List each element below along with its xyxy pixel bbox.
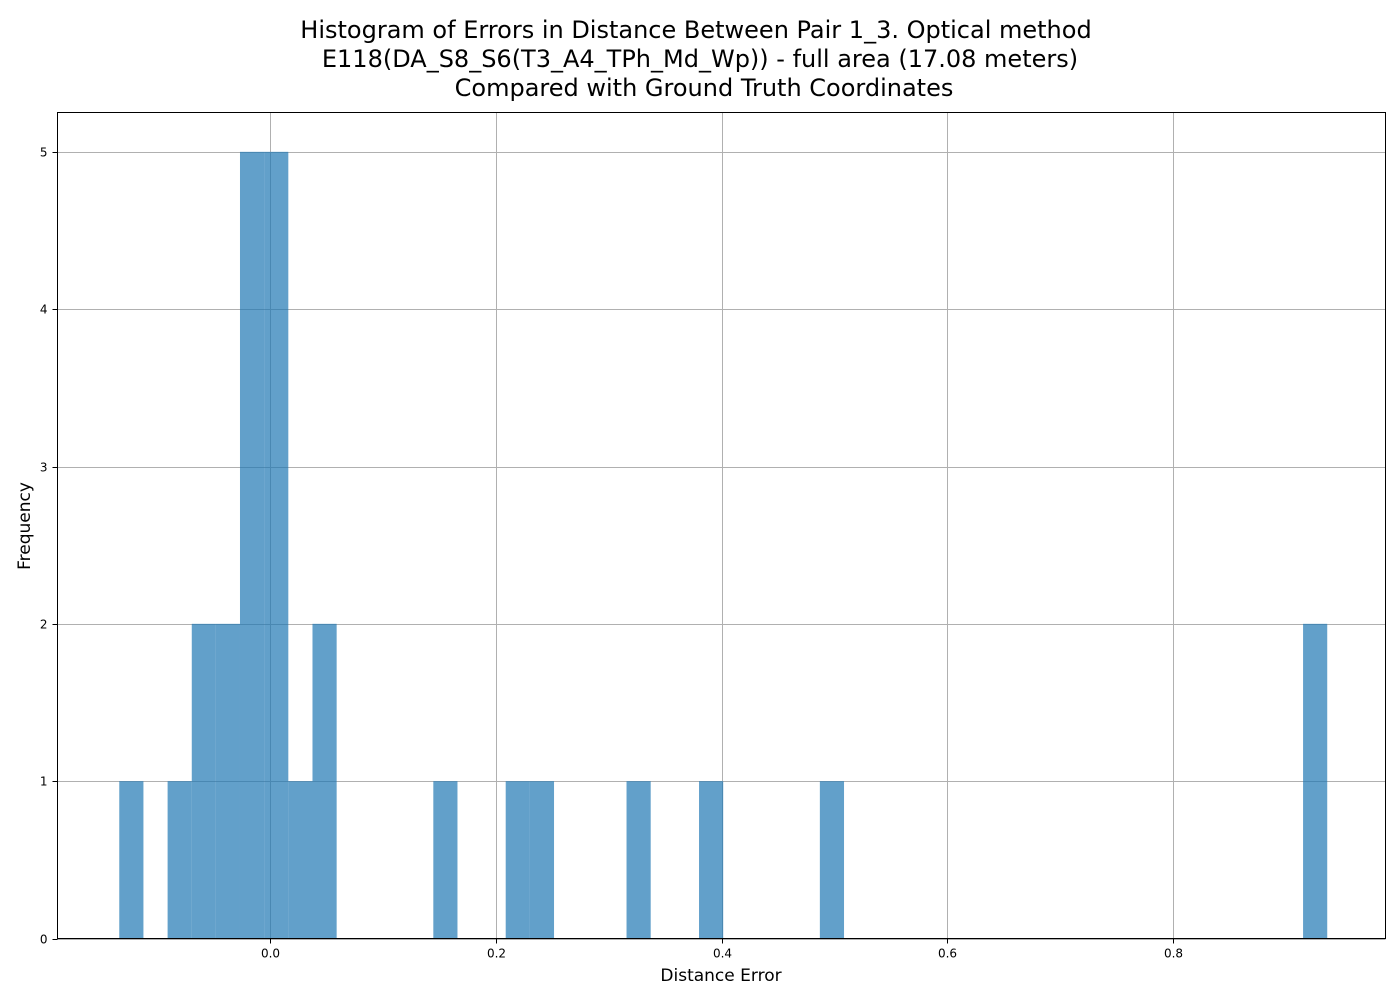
y-axis-ticks: 0 1 2 3 4 5 [40,146,58,947]
x-tick-label: 0.6 [938,947,957,961]
y-tick-label: 3 [40,461,48,475]
y-tick-label: 0 [40,933,48,947]
histogram-bar [239,151,265,939]
histogram-bar [264,151,289,939]
y-tick-label: 4 [40,303,48,317]
plot-frame [57,112,1386,939]
histogram-bar [191,623,216,939]
histogram-bars [119,151,1328,939]
x-tick-label: 0.0 [261,947,280,961]
histogram-bar [529,781,555,939]
x-axis-ticks: 0.0 0.2 0.4 0.6 0.8 [261,938,1183,961]
histogram-bar [505,781,530,939]
histogram-bar [433,781,458,939]
x-tick-label: 0.4 [713,947,732,961]
chart-title-line-3: Compared with Ground Truth Coordinates [455,74,954,102]
x-axis-label: Distance Error [660,966,781,986]
histogram-bar [288,781,313,939]
histogram-bar [119,781,144,939]
histogram-bar [215,623,240,939]
histogram-bar [1303,623,1328,939]
histogram-bar [626,781,651,939]
y-tick-label: 2 [40,618,48,632]
chart-title-line-2: E118(DA_S8_S6(T3_A4_TPh_Md_Wp)) - full a… [322,45,1078,73]
chart-title-line-1: Histogram of Errors in Distance Between … [300,16,1091,44]
x-tick-label: 0.2 [487,947,506,961]
histogram-bar [699,781,724,939]
y-tick-label: 5 [40,146,48,160]
histogram-bar [312,623,337,939]
chart-title: Histogram of Errors in Distance Between … [300,16,1091,102]
y-tick-label: 1 [40,775,48,789]
x-tick-label: 0.8 [1164,947,1183,961]
histogram-bar [819,781,845,939]
histogram-bar [167,781,192,939]
y-axis-label: Frequency [15,482,35,570]
